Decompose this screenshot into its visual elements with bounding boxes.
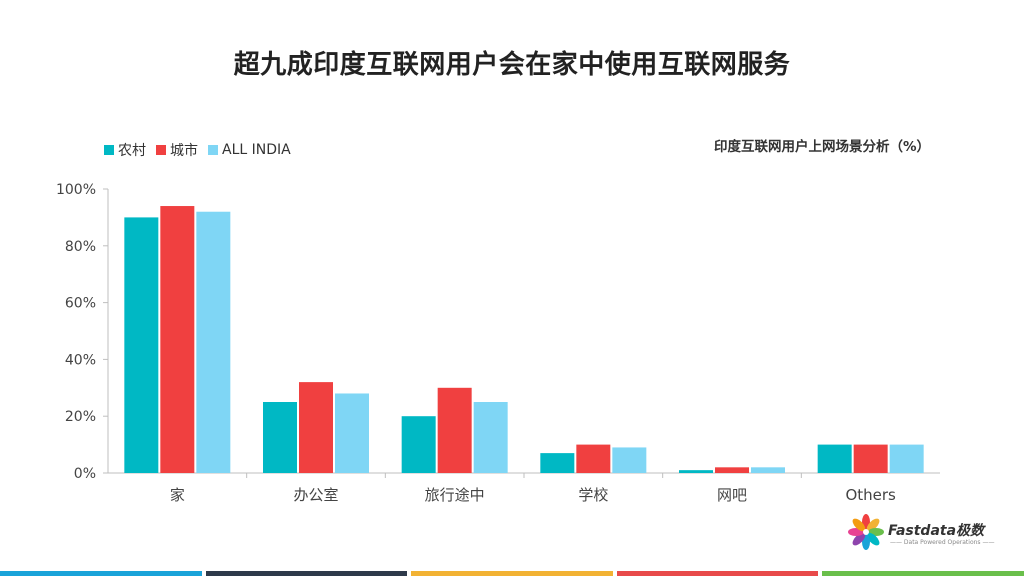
bar-urban (299, 382, 333, 473)
bar-urban (576, 444, 611, 473)
y-tick-label: 40% (65, 352, 96, 368)
bar-all-india (612, 447, 647, 473)
legend-label-all-india: ALL INDIA (222, 142, 291, 158)
logo-wordmark: Fastdata极数 (888, 523, 985, 539)
fastdata-logo: Fastdata极数 —— Data Powered Operations —— (848, 512, 998, 558)
bar-rural (679, 470, 713, 473)
logo-tagline: —— Data Powered Operations —— (890, 539, 995, 546)
bar-urban (715, 467, 749, 473)
bar-all-india (751, 467, 785, 473)
bar-urban (437, 387, 472, 473)
x-tick-label: 网吧 (717, 486, 747, 504)
page-title: 超九成印度互联网用户会在家中使用互联网服务 (233, 50, 791, 80)
legend-item-urban: 城市 (156, 140, 198, 160)
chart-legend: 农村 城市 ALL INDIA (104, 140, 301, 160)
x-tick-label: 办公室 (293, 486, 338, 504)
legend-item-rural: 农村 (104, 140, 146, 160)
footer-segment (0, 571, 202, 576)
footer-segment (822, 571, 1024, 576)
footer-color-bar (0, 571, 1024, 576)
x-tick-label: 家 (170, 486, 185, 504)
bar-all-india (335, 393, 369, 473)
footer-segment (411, 571, 613, 576)
bar-rural (263, 402, 297, 473)
flower-logo-icon (848, 514, 884, 550)
legend-label-urban: 城市 (170, 143, 198, 159)
y-tick-label: 60% (65, 296, 96, 312)
bar-chart: 0% 20% 40% 60% 80% 100% 家 办公室 旅行途中 学校 网吧 Others (56, 182, 940, 504)
x-tick-label: 学校 (578, 486, 608, 504)
bar-rural (124, 217, 159, 473)
legend-swatch-rural (104, 145, 114, 155)
footer-segment (616, 571, 819, 576)
x-tick-label: 旅行途中 (425, 486, 485, 504)
legend-swatch-all-india (208, 145, 218, 155)
bar-rural (540, 453, 575, 473)
bar-urban (160, 206, 195, 474)
bar-all-india (473, 402, 508, 473)
y-tick-label: 0% (74, 466, 96, 482)
y-tick-label: 80% (65, 239, 96, 255)
y-tick-label: 20% (65, 409, 96, 425)
chart-caption: 印度互联网用户上网场景分析（%） (713, 139, 930, 155)
bar-all-india (889, 444, 924, 473)
x-tick-label: Others (845, 486, 896, 504)
bar-rural (817, 444, 852, 473)
bar-rural (401, 416, 436, 473)
footer-segment (205, 571, 408, 576)
legend-swatch-urban (156, 145, 166, 155)
y-tick-label: 100% (56, 182, 96, 198)
bar-all-india (196, 211, 231, 473)
legend-item-all-india: ALL INDIA (208, 142, 291, 158)
legend-label-rural: 农村 (118, 143, 146, 159)
bar-urban (853, 444, 888, 473)
